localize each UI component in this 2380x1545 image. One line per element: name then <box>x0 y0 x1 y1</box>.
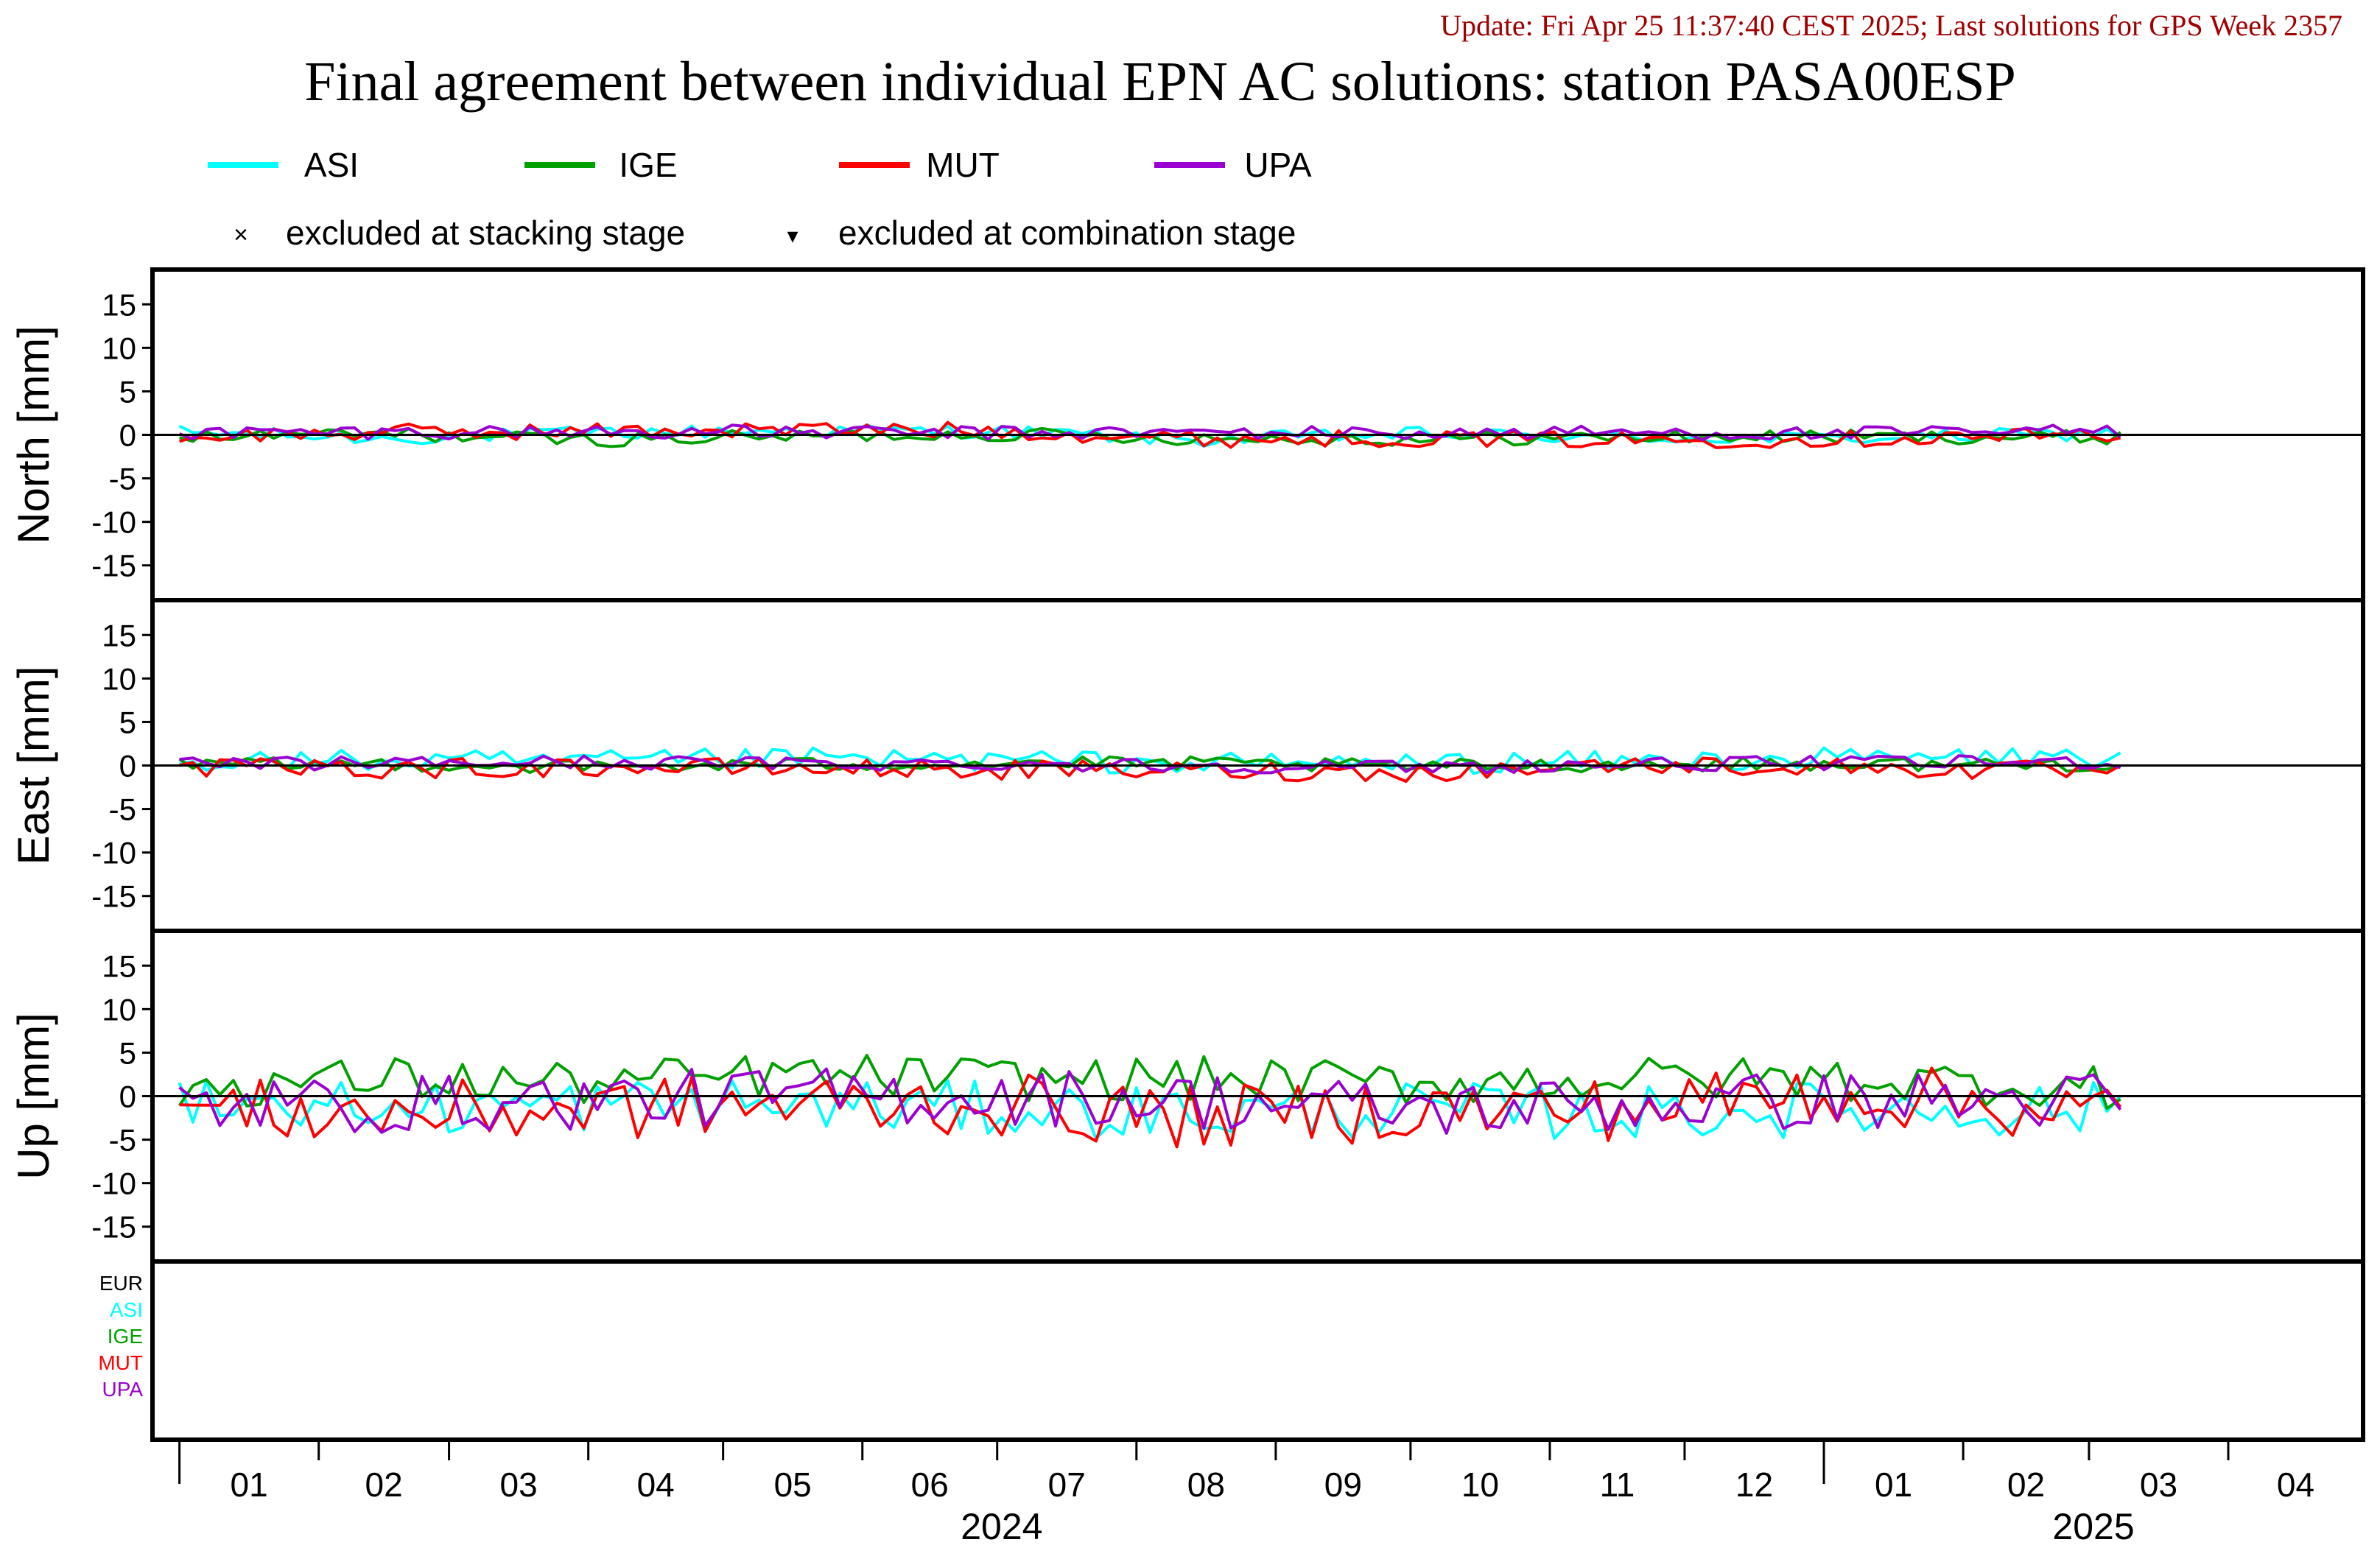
y-tick-label: 5 <box>119 1035 136 1070</box>
x-tick-label: 03 <box>500 1465 538 1504</box>
panel-north: 15 10 5 0 -5 -10 -15 North [mm] <box>9 267 2365 602</box>
x-tick-label: 10 <box>1461 1465 1499 1504</box>
x-tick-label: 11 <box>1600 1465 1635 1504</box>
series-line-mut <box>179 420 2121 449</box>
x-tick-label: 01 <box>1875 1465 1912 1504</box>
x-axis: 01 02 03 04 05 06 07 08 09 10 11 12 01 02 03 04 2024 2025 <box>152 1438 2363 1545</box>
x-tick-label: 08 <box>1187 1465 1225 1504</box>
y-tick-label: 10 <box>102 992 136 1027</box>
y-tick-label: -15 <box>91 549 136 583</box>
y-tick-label: -10 <box>91 1166 136 1201</box>
combination-marker-label: excluded at combination stage <box>838 214 1296 252</box>
y-tick-label: -15 <box>91 1210 136 1245</box>
series-line-mut <box>179 1066 2122 1149</box>
ac-label-upa: UPA <box>102 1378 144 1401</box>
x-tick-label: 02 <box>365 1465 403 1504</box>
ac-label-eur: EUR <box>99 1272 143 1295</box>
series-line-mut <box>179 756 2121 784</box>
y-tick-label: 10 <box>102 661 136 696</box>
x-tick-label: 03 <box>2140 1465 2177 1504</box>
x-tick-label: 05 <box>774 1465 812 1504</box>
legend-label-upa: UPA <box>1244 146 1311 184</box>
stacking-marker-symbol: × <box>234 221 248 249</box>
y-tick-label: -5 <box>109 792 136 827</box>
y-axis-label: East [mm] <box>9 666 58 865</box>
x-tick-label: 12 <box>1735 1465 1773 1504</box>
y-tick-label: -15 <box>91 879 136 914</box>
panel-east: 15 10 5 0 -5 -10 -15 East [mm] <box>9 598 2365 933</box>
y-tick-label: 15 <box>102 618 136 652</box>
y-tick-label: -5 <box>109 462 136 496</box>
combination-marker-symbol: ▾ <box>787 224 798 248</box>
x-tick-label: 04 <box>2277 1465 2314 1504</box>
panel-frame <box>150 1259 2365 1442</box>
series-line-ige <box>178 1054 2121 1111</box>
x-year-label: 2025 <box>2052 1506 2134 1545</box>
y-tick-label: -5 <box>109 1123 136 1158</box>
y-tick-label: 15 <box>102 949 136 983</box>
legend-label-mut: MUT <box>926 146 1000 184</box>
legend: ASI IGE MUT UPA × excluded at stacking stage ▾… <box>208 146 1312 252</box>
panels: 15 10 5 0 -5 -10 -15 North [mm] 15 10 5 0 -5 -10 -15 Ea… <box>9 267 2365 1442</box>
ac-label-asi: ASI <box>110 1298 143 1321</box>
x-tick-label: 07 <box>1048 1465 1086 1504</box>
stacking-marker-label: excluded at stacking stage <box>286 214 685 252</box>
y-tick-label: 0 <box>119 1080 136 1114</box>
y-axis-label: Up [mm] <box>9 1013 58 1180</box>
y-tick-label: 10 <box>102 331 136 365</box>
x-year-label: 2024 <box>961 1506 1042 1545</box>
update-timestamp: Update: Fri Apr 25 11:37:40 CEST 2025; L… <box>1440 9 2342 42</box>
x-tick-label: 01 <box>231 1465 268 1504</box>
legend-label-asi: ASI <box>304 146 359 184</box>
y-tick-label: 5 <box>119 705 136 739</box>
y-tick-label: -10 <box>91 505 136 540</box>
x-tick-label: 04 <box>637 1465 675 1504</box>
y-tick-label: 5 <box>119 374 136 409</box>
y-axis-label: North [mm] <box>9 325 58 544</box>
y-tick-label: -10 <box>91 836 136 870</box>
y-tick-label: 0 <box>119 418 136 453</box>
x-tick-label: 06 <box>911 1465 949 1504</box>
ac-label-ige: IGE <box>108 1325 143 1348</box>
legend-label-ige: IGE <box>619 146 677 184</box>
chart-title: Final agreement between individual EPN A… <box>304 51 2016 113</box>
y-tick-label: 15 <box>102 287 136 322</box>
x-tick-label: 09 <box>1324 1465 1362 1504</box>
y-tick-label: 0 <box>119 749 136 784</box>
ac-label-mut: MUT <box>98 1351 143 1374</box>
series-line-upa <box>178 423 2121 442</box>
panel-ac-labels: EUR ASI IGE MUT UPA <box>98 1259 2365 1442</box>
series-line-upa <box>178 1067 2122 1135</box>
panel-up: 15 10 5 0 -5 -10 -15 Up [mm] <box>9 929 2365 1264</box>
x-tick-label: 02 <box>2007 1465 2045 1504</box>
